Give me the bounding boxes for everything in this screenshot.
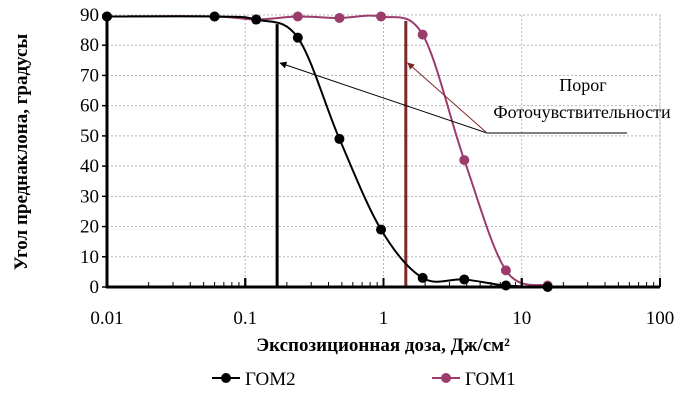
x-tick-label: 100 <box>646 308 675 329</box>
tick-labels: 0 10 20 30 40 50 60 70 80 90 0.01 0.1 1 10 100 <box>80 5 674 329</box>
y-tick-label: 70 <box>80 65 99 86</box>
legend-marker-gom2 <box>221 373 231 383</box>
data-point-gom2 <box>459 274 470 285</box>
y-tick-label: 40 <box>80 156 99 177</box>
y-tick-label: 50 <box>80 126 99 147</box>
grid <box>107 14 661 287</box>
legend: ГОМ2 ГОМ1 <box>212 369 516 390</box>
y-tick-label: 90 <box>80 5 99 26</box>
y-tick-label: 30 <box>80 186 99 207</box>
y-tick-label: 0 <box>90 277 100 298</box>
legend-item-gom2: ГОМ2 <box>212 369 296 390</box>
data-point-gom2 <box>376 224 387 235</box>
annotation-line-1: Порог <box>559 75 606 95</box>
annotation-arrows <box>279 61 627 134</box>
data-point-gom1 <box>334 13 345 24</box>
data-point-gom2 <box>251 14 262 25</box>
x-tick-label: 10 <box>512 308 531 329</box>
legend-marker-gom1 <box>441 373 451 383</box>
data-point-gom2 <box>500 280 511 291</box>
annotation-arrow-gom1 <box>407 62 488 134</box>
y-tick-label: 80 <box>80 35 99 56</box>
series-line-gom1 <box>106 14 549 287</box>
annotation-arrow-gom2 <box>279 61 488 134</box>
annotation-line-2: Фоточувствительности <box>493 102 671 122</box>
data-point-gom2 <box>334 133 345 144</box>
series-layer <box>102 11 553 292</box>
data-point-gom2 <box>417 272 428 283</box>
x-axis-title: Экспозиционная доза, Дж/см² <box>256 335 510 356</box>
legend-label-gom2: ГОМ2 <box>245 369 296 390</box>
x-tick-label: 0.1 <box>233 308 257 329</box>
legend-item-gom1: ГОМ1 <box>432 369 516 390</box>
y-tick-label: 20 <box>80 217 99 238</box>
axes <box>102 14 661 289</box>
legend-label-gom1: ГОМ1 <box>465 369 516 390</box>
annotation: Порог Фоточувствительности <box>493 75 671 122</box>
y-tick-label: 60 <box>80 96 99 117</box>
data-point-gom1 <box>417 29 428 40</box>
x-tick-label: 1 <box>379 308 389 329</box>
data-point-gom2 <box>209 11 220 22</box>
y-axis-title: Угол преднаклона, градусы <box>11 34 32 271</box>
y-tick-label: 10 <box>80 247 99 268</box>
data-point-gom1 <box>459 155 470 166</box>
data-point-gom1 <box>376 11 387 22</box>
threshold-lines <box>275 21 408 287</box>
data-point-gom1 <box>292 11 303 22</box>
series-line-gom2 <box>106 15 548 288</box>
x-tick-label: 0.01 <box>90 308 123 329</box>
data-point-gom2 <box>292 32 303 43</box>
data-point-gom1 <box>500 265 511 276</box>
